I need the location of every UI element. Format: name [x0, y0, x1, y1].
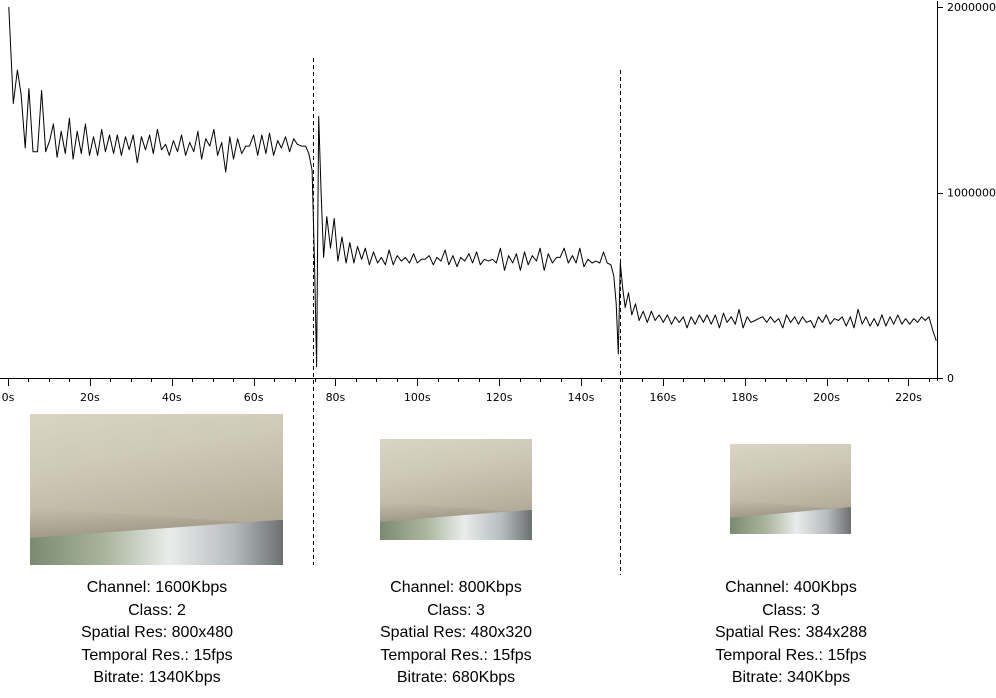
x-tick-label: 140s [568, 391, 595, 404]
channel-label: Channel: 1600Kbps [86, 579, 228, 596]
settings-panel-1: Channel: 1600Kbps Class: 2 Spatial Res: … [57, 577, 257, 690]
x-tick-label: 200s [813, 391, 840, 404]
x-tick-label: 60s [244, 391, 264, 404]
temporal-res-label: Temporal Res.: 15fps [715, 646, 867, 664]
spatial-res-label: Spatial Res: 800x480 [80, 624, 234, 642]
x-tick-label: 160s [650, 391, 677, 404]
settings-panel-2: Channel: 800Kbps Class: 3 Spatial Res: 4… [356, 577, 556, 690]
class-label: Class: 3 [427, 601, 485, 619]
video-frame-thumbnail-1 [30, 414, 283, 565]
bitrate-line-chart: 0s 20s 40s 60s 80s 100s 120s 140s 160s 180s 200s 22… [0, 1, 996, 404]
class-label: Class: 2 [128, 601, 186, 619]
video-frame-thumbnail-3 [730, 444, 851, 534]
y-tick-label: 2000000 [947, 1, 996, 14]
y-tick-label: 0 [947, 372, 954, 385]
channel-label: Channel: 400Kbps [725, 579, 857, 596]
x-tick-label: 180s [731, 391, 758, 404]
plot-area [8, 6, 937, 368]
bitrate-series-line [8, 6, 937, 368]
x-tick-label: 100s [404, 391, 431, 404]
x-tick-label: 20s [80, 391, 100, 404]
x-tick-label: 120s [486, 391, 513, 404]
channel-label: Channel: 800Kbps [390, 579, 522, 596]
x-tick-label: 80s [326, 391, 346, 404]
class-label: Class: 3 [762, 601, 820, 619]
spatial-res-label: Spatial Res: 480x320 [379, 624, 533, 642]
temporal-res-label: Temporal Res.: 15fps [81, 646, 233, 664]
spatial-res-label: Spatial Res: 384x288 [714, 624, 868, 642]
x-axis: 0s 20s 40s 60s 80s 100s 120s 140s 160s 180s 200s 22… [0, 378, 942, 404]
bitrate-label: Bitrate: 1340Kbps [93, 669, 221, 687]
x-tick-label: 220s [895, 391, 922, 404]
bitrate-label: Bitrate: 340Kbps [731, 669, 851, 687]
temporal-res-label: Temporal Res.: 15fps [380, 646, 532, 664]
x-tick-label: 40s [162, 391, 182, 404]
x-tick-label: 0s [2, 391, 15, 404]
y-axis: 0 1000000 2000000 [937, 1, 996, 385]
bitrate-label: Bitrate: 680Kbps [396, 669, 516, 687]
y-tick-label: 1000000 [947, 187, 996, 200]
video-frame-thumbnail-2 [380, 439, 532, 540]
settings-panel-3: Channel: 400Kbps Class: 3 Spatial Res: 3… [691, 577, 891, 690]
